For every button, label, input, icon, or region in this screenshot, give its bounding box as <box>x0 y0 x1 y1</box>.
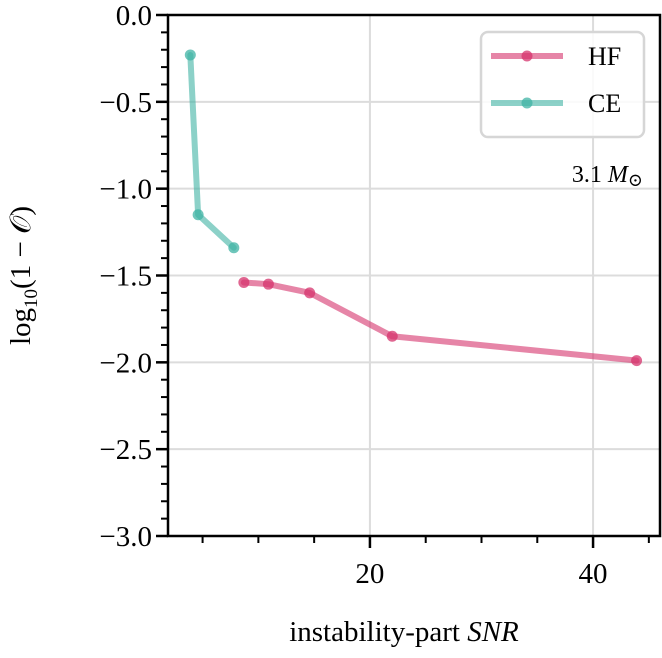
legend-label-hf: HF <box>588 42 621 71</box>
x-axis-label: instability-part SNR <box>289 616 519 648</box>
mass-annotation-symbol: M <box>607 162 630 188</box>
x-axis-label-text: instability-part <box>289 616 460 648</box>
data-point-ce <box>192 209 204 221</box>
legend: HF CE <box>479 30 646 139</box>
tick-labels: 0.0 −0.5 −1.0 −1.5 −2.0 −2.5 −3.0 20 40 <box>99 0 607 590</box>
series-line-hf <box>240 279 640 364</box>
x-axis-label-italic: SNR <box>467 616 519 648</box>
data-point-hf <box>262 278 274 290</box>
mass-annotation-number: 3.1 <box>572 162 602 188</box>
y-axis-label-suffix: (1 − 𝒪) <box>5 206 37 289</box>
y-tick-label: −1.0 <box>99 174 152 206</box>
series-ce <box>184 49 240 254</box>
y-axis-label-prefix: log <box>5 308 37 345</box>
series-hf <box>238 276 643 367</box>
data-point-hf <box>631 355 643 367</box>
legend-marker-ce <box>521 97 533 109</box>
legend-label-ce: CE <box>588 89 621 118</box>
y-tick-label: −0.5 <box>99 87 152 119</box>
y-tick-label: −2.0 <box>99 347 152 379</box>
y-tick-label: −2.5 <box>99 434 152 466</box>
y-axis-label-sub: 10 <box>21 289 42 308</box>
mass-annotation: 3.1 M⊙ <box>572 162 643 190</box>
data-point-hf <box>386 330 398 342</box>
data-point-hf <box>304 287 316 299</box>
y-tick-label: −1.5 <box>99 261 152 293</box>
data-point-ce <box>228 242 240 254</box>
legend-marker-hf <box>521 50 533 62</box>
series-layer <box>184 49 643 367</box>
mass-annotation-sub: ⊙ <box>628 170 643 190</box>
x-tick-label: 40 <box>579 558 608 590</box>
y-tick-label: 0.0 <box>116 0 152 32</box>
y-axis-label: log10(1 − 𝒪) <box>5 206 42 345</box>
y-tick-label: −3.0 <box>99 521 152 553</box>
data-point-hf <box>238 276 250 288</box>
x-tick-label: 20 <box>355 558 384 590</box>
data-point-ce <box>184 49 196 61</box>
ticks <box>156 13 650 548</box>
